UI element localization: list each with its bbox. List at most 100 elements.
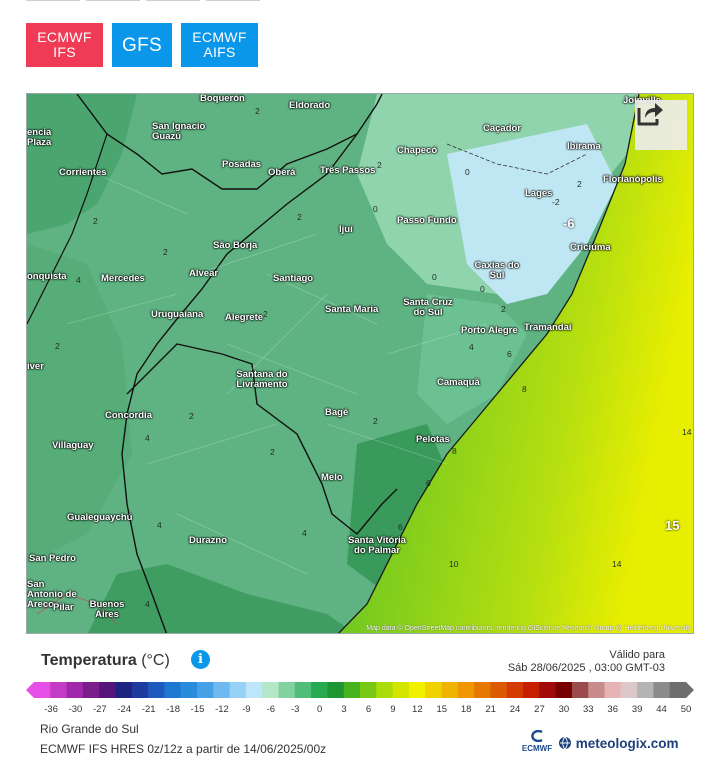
temperature-color-scale [26, 682, 694, 698]
scale-labels: -36 -30 -27 -24 -21 -18 -15 -12 -9 -6 -3 0 3 6 9 12 15 18… [26, 704, 694, 716]
frost-zone [447, 124, 617, 304]
city-label: Santa Vitória do Palmar [348, 535, 406, 556]
warm-coastal-land [347, 424, 457, 594]
isotherm-label: -6 [563, 216, 575, 231]
land-shade-south [87, 564, 355, 633]
scale-label: 18 [460, 704, 472, 715]
temperature-map[interactable]: Boquerón Eldorado Joinville San Ignacio … [26, 93, 694, 634]
city-label: Chapecó [397, 145, 438, 156]
scale-segment [653, 682, 671, 698]
legend-title: Temperatura (°C) [41, 652, 170, 670]
city-label: Posadas [222, 159, 262, 170]
isotherm-label: -2 [552, 197, 560, 207]
model-button-ecmwf-ifs[interactable]: ECMWF IFS [26, 23, 103, 67]
scale-segment [50, 682, 68, 698]
isotherm-label: 4 [302, 528, 307, 538]
scale-segment [571, 682, 589, 698]
scale-segment [180, 682, 198, 698]
isotherm-label: 10 [449, 559, 459, 569]
share-button[interactable] [635, 100, 687, 150]
map-canvas [27, 94, 693, 633]
city-label: Santa Cruz do Sul [403, 297, 453, 318]
scale-segment [34, 682, 51, 698]
city-label: Gualeguaychú [67, 512, 133, 523]
scale-label: -6 [266, 704, 276, 715]
scale-label: -30 [68, 704, 83, 715]
scale-segment [604, 682, 622, 698]
isotherm-label: 2 [163, 247, 168, 257]
ecmwf-logo-text: ECMWF [521, 744, 553, 753]
city-label: Uruguaiana [151, 309, 204, 320]
scale-label: -36 [44, 704, 58, 715]
isotherm-label: 2 [297, 212, 302, 222]
city-label: Plaza [27, 137, 52, 148]
city-label: Melo [321, 472, 343, 483]
scale-segment [441, 682, 459, 698]
top-tab-strip [26, 0, 260, 1]
isotherm-label: 2 [501, 304, 506, 314]
isotherm-label: 6 [426, 478, 431, 488]
isotherm-label: 15 [665, 518, 680, 533]
meteologix-logo[interactable]: meteologix.com [558, 736, 679, 751]
isotherm-label: 2 [270, 447, 275, 457]
scale-segment [425, 682, 442, 698]
tab-stub[interactable] [26, 0, 80, 1]
isotherm-label: 2 [263, 309, 268, 319]
isotherm-label: 4 [76, 275, 81, 285]
mild-zone [417, 294, 527, 424]
land-shade-argentina [27, 244, 132, 564]
model-button-line2: IFS [53, 44, 76, 60]
tab-stub[interactable] [206, 0, 260, 1]
city-label: Eldorado [289, 100, 331, 111]
road-network [66, 173, 488, 575]
city-label: Três Passos [320, 165, 376, 176]
info-icon[interactable]: i [191, 650, 210, 669]
tab-stub[interactable] [86, 0, 140, 1]
city-label: Pilar [53, 602, 74, 613]
city-label: onquista [27, 271, 67, 282]
legend-unit: (°C) [141, 652, 170, 669]
city-label: Florianópolis [603, 174, 663, 185]
map-attribution: Map data © OpenStreetMap contributors, r… [366, 625, 691, 632]
scale-segment [376, 682, 394, 698]
scale-label: -15 [190, 704, 205, 715]
scale-segment [278, 682, 296, 698]
isotherm-label: 4 [145, 433, 150, 443]
city-label: Durazno [189, 535, 227, 546]
city-label: San Antonio de Areco [27, 579, 77, 610]
scale-label: 3 [341, 704, 347, 715]
scale-label: 24 [509, 704, 521, 715]
model-button-ecmwf-aifs[interactable]: ECMWF AIFS [181, 23, 258, 67]
isotherm-label: 14 [682, 427, 692, 437]
city-label: Alegrete [225, 312, 264, 323]
scale-label: 33 [583, 704, 594, 715]
city-label: Bagé [325, 407, 349, 418]
scale-label: 39 [631, 704, 643, 715]
tab-stub[interactable] [146, 0, 200, 1]
model-button-gfs[interactable]: GFS [112, 23, 172, 67]
scale-segment [245, 682, 263, 698]
city-label: iver [27, 361, 44, 372]
scale-segment [66, 682, 84, 698]
model-selector: ECMWF IFS GFS ECMWF AIFS [26, 23, 258, 67]
city-label: Buenos Aires [89, 599, 125, 620]
scale-segment [229, 682, 247, 698]
region-name: Rio Grande do Sul [40, 722, 139, 736]
scale-label: 21 [485, 704, 496, 715]
scale-label: 36 [607, 704, 619, 715]
scale-label: 27 [534, 704, 545, 715]
border-brazil-uruguay [126, 343, 398, 535]
scale-arrow-min [26, 682, 34, 698]
isotherm-label: 6 [507, 349, 512, 359]
model-button-line1: GFS [122, 34, 162, 56]
scale-segment [360, 682, 377, 698]
city-label: Porto Alegre [461, 325, 518, 336]
city-label: San Ignacio Guazú [152, 121, 206, 142]
city-label: Mercedes [101, 273, 145, 284]
isotherm-label: 14 [612, 559, 622, 569]
scale-label: -21 [141, 704, 156, 715]
scale-segment [343, 682, 361, 698]
city-label: São Borja [213, 240, 258, 251]
ecmwf-logo: ECMWF [518, 729, 556, 753]
scale-segment [588, 682, 605, 698]
